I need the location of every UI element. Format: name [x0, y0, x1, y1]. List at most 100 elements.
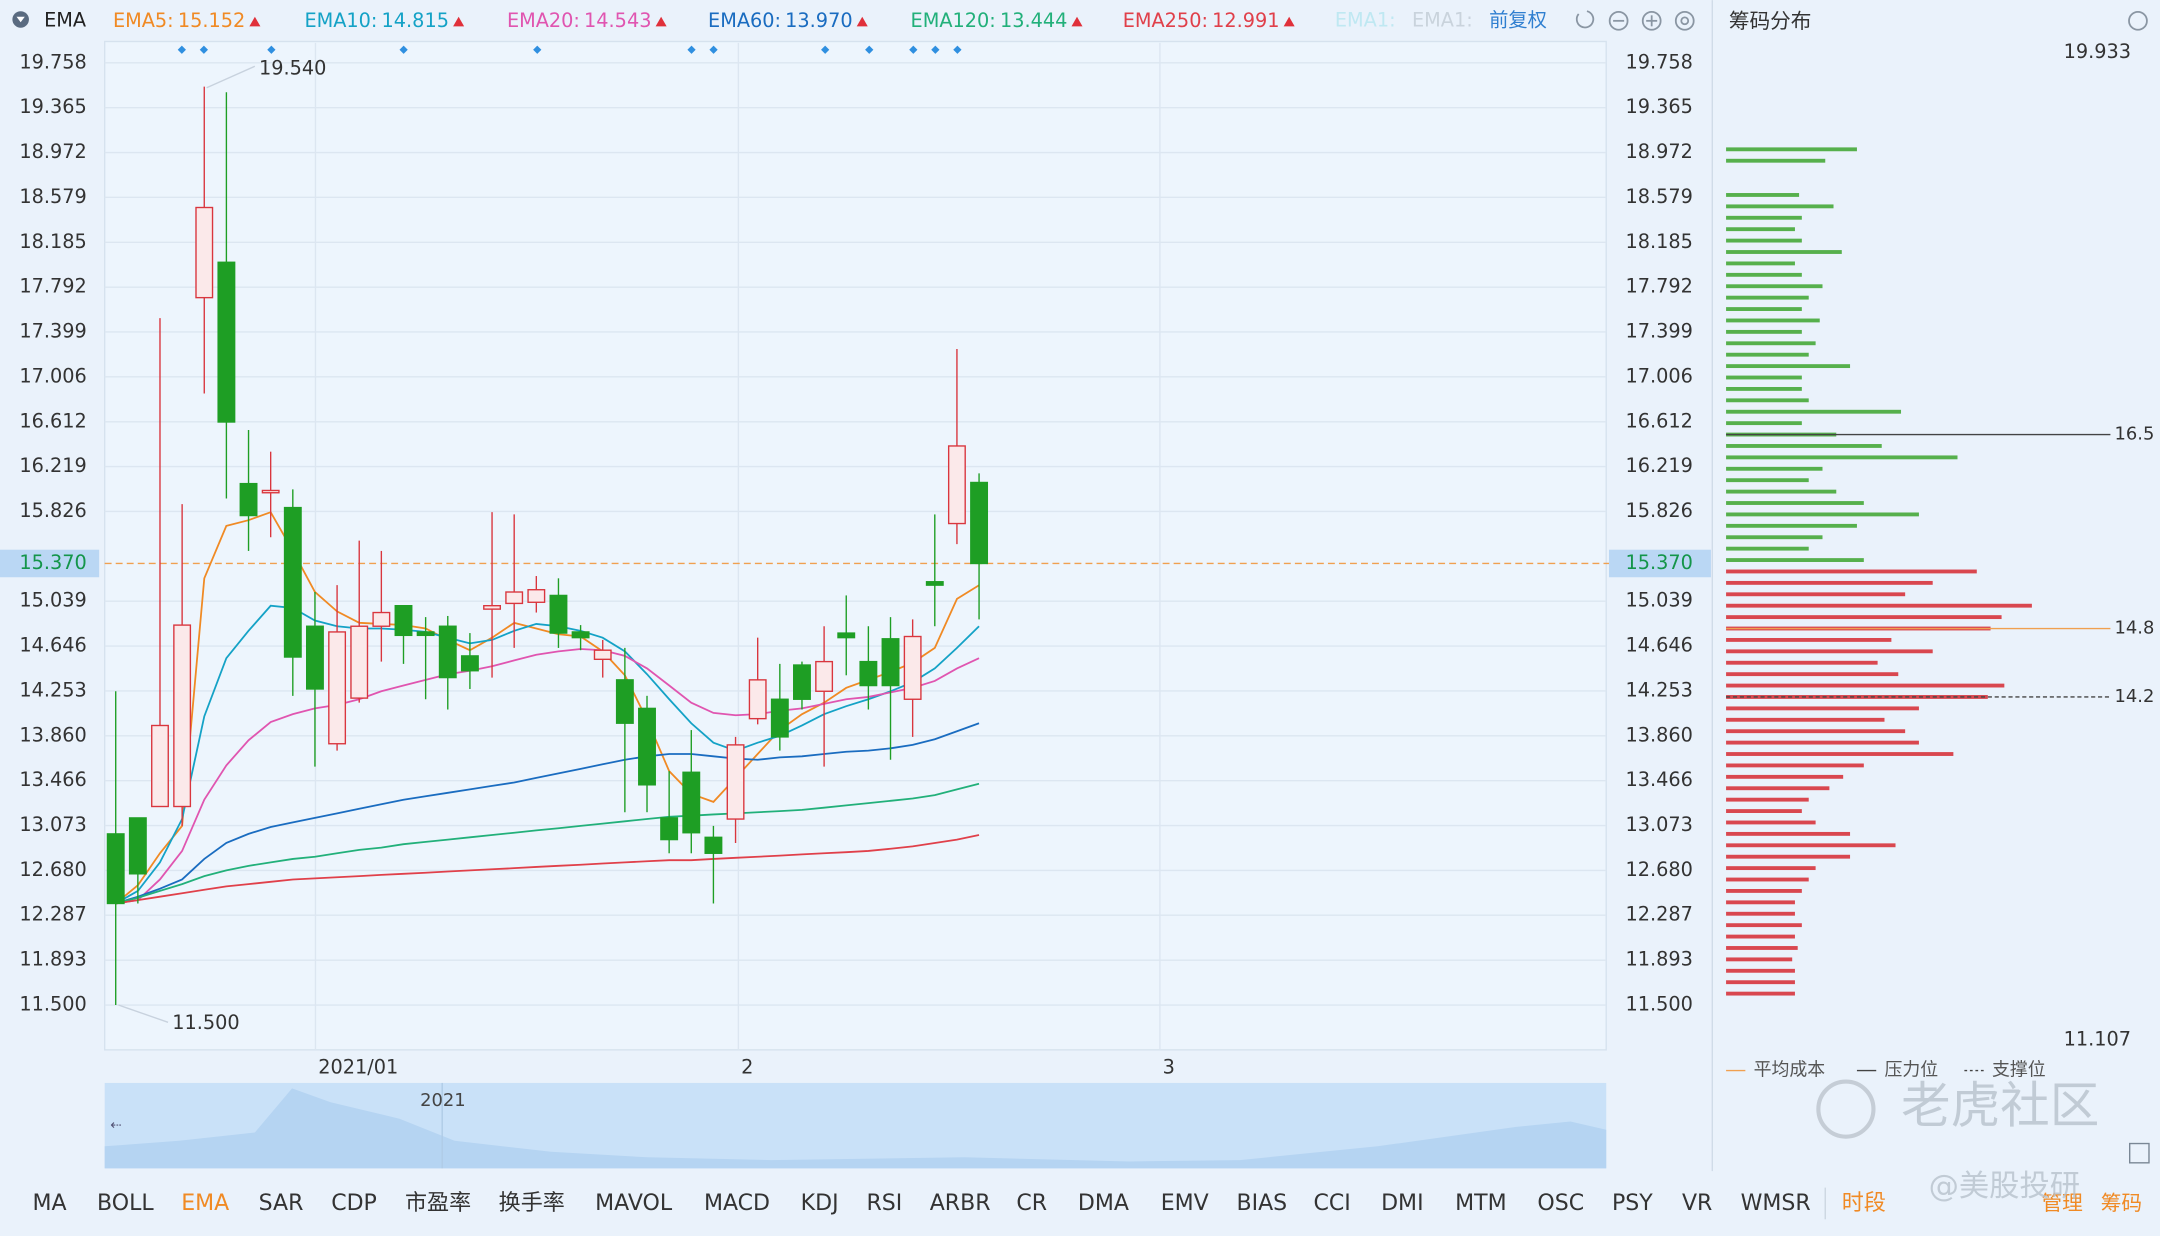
- chip-bar: [1726, 512, 1919, 517]
- indicator-tab[interactable]: DMI: [1381, 1191, 1423, 1216]
- y-tick-label: 12.680: [19, 858, 86, 881]
- chip-bar: [1726, 877, 1809, 882]
- indicator-tab[interactable]: CR: [1016, 1191, 1047, 1216]
- chip-bar: [1726, 900, 1795, 905]
- chip-bar: [1726, 375, 1802, 380]
- faded-legend: EMA1:: [1335, 8, 1396, 31]
- chip-bottom-label: 11.107: [2064, 1028, 2131, 1051]
- indicator-tab[interactable]: DMA: [1078, 1191, 1129, 1216]
- chip-bar: [1726, 786, 1830, 791]
- y-tick-label: 17.792: [19, 275, 86, 298]
- chip-legend-label: 平均成本: [1754, 1060, 1826, 1081]
- indicator-name[interactable]: EMA: [44, 8, 87, 31]
- chip-bar: [1726, 489, 1837, 494]
- indicator-tab[interactable]: 换手率: [499, 1191, 565, 1216]
- ema-legend: EMA20: 14.543: [507, 8, 652, 31]
- more-icon[interactable]: [2128, 10, 2148, 31]
- y-tick-label: 13.466: [19, 768, 86, 791]
- candle-body: [261, 489, 280, 494]
- chip-bar: [1726, 409, 1902, 414]
- chip-bar: [1726, 854, 1851, 859]
- chip-bar: [1726, 980, 1795, 985]
- chip-bar: [1726, 592, 1906, 597]
- chip-bar: [1726, 284, 1823, 289]
- candle-body: [881, 638, 900, 687]
- panel-icon[interactable]: [2129, 1142, 2150, 1164]
- indicator-tab[interactable]: MTM: [1455, 1191, 1506, 1216]
- candle-body: [527, 589, 546, 603]
- candle-body: [151, 724, 169, 808]
- candle-body: [815, 660, 834, 692]
- trend-arrow: [1283, 16, 1295, 27]
- chip-title: 筹码分布: [1729, 9, 1812, 33]
- candle-body: [128, 817, 147, 875]
- indicator-tab[interactable]: MA: [33, 1191, 67, 1216]
- trend-arrow: [453, 16, 465, 27]
- ema-legend-name: EMA20:: [507, 8, 580, 31]
- y-tick-label: 11.893: [19, 948, 86, 971]
- indicator-tab[interactable]: EMA: [181, 1191, 229, 1216]
- adjust-toggle[interactable]: 前复权: [1489, 8, 1547, 31]
- indicator-tab[interactable]: VR: [1682, 1191, 1712, 1216]
- candle-body: [682, 771, 701, 834]
- indicator-tab[interactable]: ARBR: [930, 1191, 991, 1216]
- settings-icon[interactable]: [1674, 10, 1695, 31]
- candle-body: [505, 591, 524, 605]
- candle-body: [925, 581, 944, 586]
- zoom-out-icon[interactable]: [1608, 10, 1629, 31]
- indicator-tab[interactable]: OSC: [1537, 1191, 1584, 1216]
- trend-arrow: [856, 16, 868, 27]
- ema-legend-name: EMA250:: [1123, 8, 1208, 31]
- indicator-tab[interactable]: EMV: [1161, 1191, 1209, 1216]
- y-tick-label: 19.758: [19, 50, 86, 73]
- indicator-tab[interactable]: CDP: [331, 1191, 377, 1216]
- chip-bar: [1726, 386, 1802, 391]
- ema-legend-value: 13.970: [785, 8, 852, 31]
- chip-bar: [1726, 615, 2002, 620]
- indicator-tab[interactable]: 市盈率: [405, 1191, 471, 1216]
- indicator-tab[interactable]: BIAS: [1237, 1191, 1288, 1216]
- panel-tab[interactable]: 管理: [2042, 1191, 2083, 1215]
- chip-bar: [1726, 946, 1798, 950]
- indicator-tab[interactable]: CCI: [1313, 1191, 1350, 1216]
- chip-bar: [1726, 272, 1802, 277]
- indicator-tab[interactable]: RSI: [866, 1191, 902, 1216]
- chip-bar: [1726, 158, 1826, 163]
- indicator-tab[interactable]: PSY: [1612, 1191, 1653, 1216]
- chip-bar: [1726, 706, 1919, 711]
- chip-bar: [1726, 238, 1802, 243]
- ema-line: [115, 722, 980, 905]
- indicator-tab[interactable]: WMSR: [1741, 1191, 1811, 1216]
- current-price-box: [0, 549, 100, 578]
- watermark: 老虎社区: [1901, 1077, 2099, 1135]
- y-tick-label-right: 16.219: [1626, 454, 1693, 477]
- undo-icon[interactable]: [1575, 10, 1595, 29]
- indicator-tab[interactable]: MAVOL: [595, 1191, 673, 1216]
- chip-bar: [1726, 660, 1878, 665]
- candle-body: [217, 261, 236, 423]
- indicator-tab[interactable]: SAR: [259, 1191, 304, 1216]
- chip-bar: [1726, 729, 1906, 734]
- y-tick-label-right: 14.253: [1626, 678, 1693, 701]
- ema-legend-name: EMA60:: [708, 8, 781, 31]
- chip-bar: [1726, 752, 1954, 756]
- y-tick-label: 16.219: [19, 454, 86, 477]
- navigator-handle[interactable]: ⇠: [110, 1118, 122, 1134]
- y-tick-label: 12.287: [19, 903, 86, 926]
- panel-tab[interactable]: 筹码: [2101, 1191, 2142, 1215]
- annotation-label: 11.500: [172, 1011, 239, 1034]
- indicator-tab[interactable]: 时段: [1842, 1191, 1886, 1216]
- candle-body: [748, 679, 767, 720]
- indicator-tab[interactable]: KDJ: [801, 1191, 839, 1216]
- current-price-label-right: 15.370: [1626, 551, 1693, 574]
- y-tick-label: 18.972: [19, 140, 86, 163]
- y-tick-label: 13.860: [19, 723, 86, 746]
- zoom-in-icon[interactable]: [1641, 10, 1662, 31]
- navigator-area: [104, 1088, 1607, 1169]
- indicator-tab[interactable]: MACD: [704, 1191, 770, 1216]
- y-tick-label-right: 12.287: [1626, 903, 1693, 926]
- indicator-tab[interactable]: BOLL: [97, 1191, 154, 1216]
- chip-bar: [1726, 501, 1864, 505]
